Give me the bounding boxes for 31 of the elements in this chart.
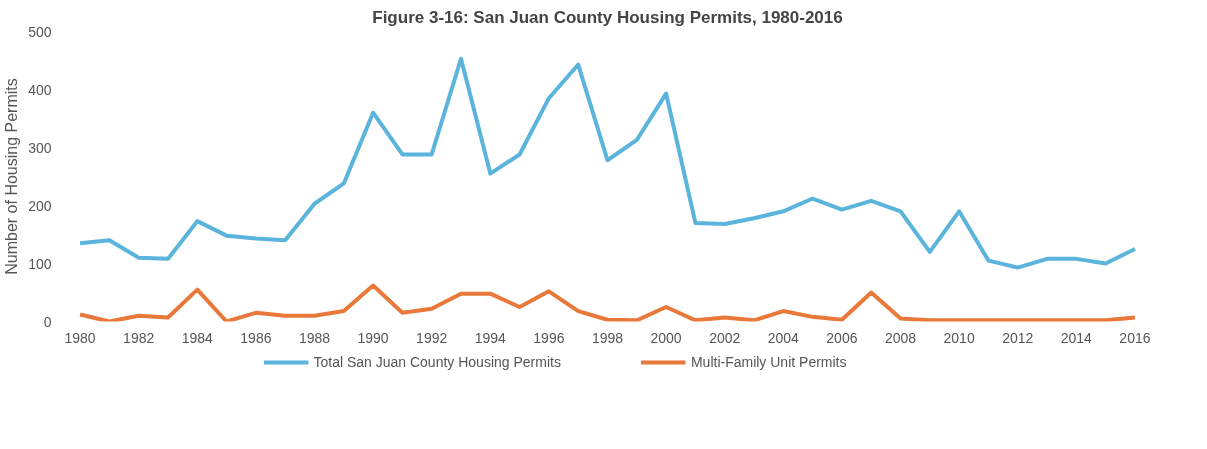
x-tick-label: 2012: [1002, 329, 1034, 346]
x-tick-label: 2016: [1119, 329, 1151, 346]
x-tick-label: 1994: [474, 329, 507, 346]
x-tick-label: 2014: [1060, 329, 1093, 346]
x-tick-label: 1984: [181, 329, 214, 346]
x-tick-label: 1982: [123, 329, 155, 346]
y-tick-label: 200: [28, 197, 52, 214]
x-tick-label: 1980: [64, 329, 96, 346]
x-tick-label: 2008: [884, 329, 917, 346]
y-tick-label: 300: [28, 139, 52, 156]
x-tick-label: 2002: [709, 329, 741, 346]
line-series: [78, 283, 1137, 322]
x-tick-label: 1998: [591, 329, 624, 346]
x-tick-label: 2000: [650, 329, 682, 346]
y-tick-label: 0: [43, 313, 52, 330]
line-series: [78, 56, 1137, 270]
x-tick-label: 1988: [298, 329, 331, 346]
legend-label: Total San Juan County Housing Permits: [313, 354, 561, 370]
x-tick-label: 1996: [533, 329, 565, 346]
x-tick-label: 2010: [943, 329, 975, 346]
y-axis-title: Number of Housing Permits: [3, 78, 21, 275]
x-tick-label: 1992: [416, 329, 448, 346]
x-tick-label: 2006: [826, 329, 858, 346]
chart-title: Figure 3-16: San Juan County Housing Permits, 1980-2016: [372, 7, 843, 27]
x-tick-label: 1990: [357, 329, 389, 346]
x-tick-label: 2004: [767, 329, 800, 346]
y-tick-label: 100: [28, 255, 52, 272]
legend-label: Multi-Family Unit Permits: [690, 354, 847, 370]
x-tick-label: 1986: [240, 329, 272, 346]
y-tick-label: 500: [28, 23, 52, 40]
y-tick-label: 400: [28, 81, 52, 98]
